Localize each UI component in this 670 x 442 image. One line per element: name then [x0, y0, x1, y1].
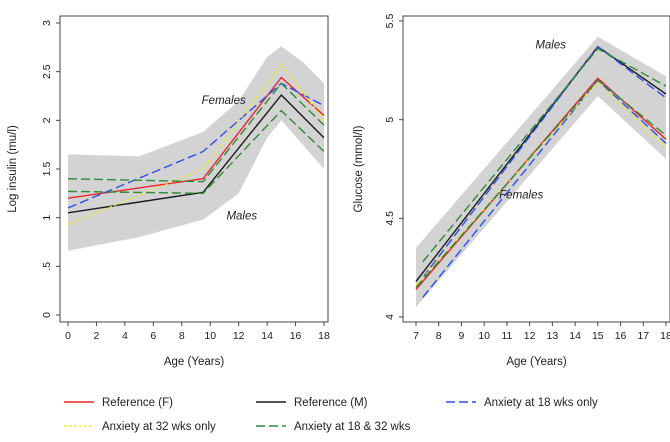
x-axis-label: Age (Years)	[164, 356, 224, 368]
x-tick-label: 7	[413, 330, 419, 342]
y-tick-label: 5.5	[384, 14, 396, 29]
x-tick-label: 18	[660, 330, 670, 342]
y-tick-label: 3	[41, 20, 53, 26]
confidence-band	[416, 36, 666, 308]
x-tick-label: 16	[615, 330, 627, 342]
y-tick-label: .5	[41, 262, 53, 271]
y-axis-label: Glucose (mmol/l)	[353, 125, 365, 212]
series-line-1	[67, 94, 325, 214]
annotation-females: Females	[202, 95, 246, 107]
y-tick-label: 1	[41, 215, 53, 221]
x-tick-label: 16	[290, 330, 302, 342]
series-line-3	[67, 63, 325, 226]
legend-label: Anxiety at 32 wks only	[102, 421, 216, 433]
confidence-band	[68, 46, 324, 251]
annotation-males: Males	[535, 40, 566, 52]
y-tick-label: 5	[384, 117, 396, 123]
x-tick-label: 4	[122, 330, 128, 342]
y-tick-label: 4.5	[384, 211, 396, 226]
legend-label: Reference (F)	[102, 397, 173, 409]
legend-label: Anxiety at 18 wks only	[484, 397, 598, 409]
x-tick-label: 17	[637, 330, 649, 342]
annotation-females: Females	[499, 190, 543, 202]
y-tick-label: 2.5	[41, 64, 53, 79]
series-line-5	[67, 109, 325, 195]
series-line-6	[415, 79, 667, 288]
glucose-panel: 7 8 9 10 11 12 13 14 15 16 17 18 4 4.5 5 5.5 Age (Years)…	[353, 14, 670, 368]
plot-frame	[402, 15, 670, 323]
y-axis-label: Log insulin (mu/l)	[7, 125, 19, 213]
x-tick-label: 8	[436, 330, 442, 342]
x-tick-label: 13	[547, 330, 559, 342]
x-axis-label: Age (Years)	[506, 356, 566, 368]
y-tick-label: 0	[41, 312, 53, 318]
legend-label: Reference (M)	[294, 397, 368, 409]
x-tick-label: 0	[65, 330, 71, 342]
x-tick-label: 14	[569, 330, 581, 342]
x-tick-label: 12	[524, 330, 536, 342]
x-tick-label: 14	[261, 330, 273, 342]
annotation-males: Males	[226, 211, 257, 223]
y-tick-label: 4	[384, 314, 396, 320]
legend: Reference (F) Reference (M) Anxiety at 18 …	[64, 397, 598, 433]
x-tick-label: 9	[459, 330, 465, 342]
x-tick-label: 6	[150, 330, 156, 342]
series-line-5	[422, 47, 667, 263]
y-tick-label: 2	[41, 117, 53, 123]
x-tick-label: 2	[94, 330, 100, 342]
y-tick-label: 1.5	[41, 162, 53, 177]
x-tick-label: 15	[592, 330, 604, 342]
x-tick-label: 11	[501, 330, 512, 342]
x-tick-label: 8	[179, 330, 185, 342]
series-line-0	[67, 76, 325, 199]
x-tick-label: 18	[318, 330, 330, 342]
series-line-3	[422, 45, 667, 278]
x-tick-label: 12	[233, 330, 245, 342]
legend-label: Anxiety at 18 & 32 wks	[294, 421, 411, 433]
x-tick-label: 10	[204, 330, 216, 342]
series-line-4	[67, 82, 325, 183]
x-tick-label: 10	[478, 330, 490, 342]
insulin-panel: 0 2 4 6 8 10 12 14 16 18 0 .5 1 1.5 2 2.5 3 Age (Years) Lo…	[7, 15, 330, 368]
